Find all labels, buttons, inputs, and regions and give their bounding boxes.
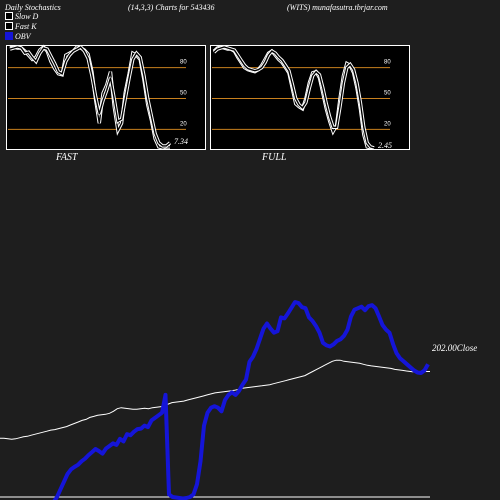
fast-last-value-label: 7.34 [174, 137, 188, 146]
legend-label-fast-k: Fast K [15, 22, 37, 31]
fast-tick-label-20: 20 [180, 121, 187, 127]
full-series-2-outline [212, 45, 375, 150]
full-tick-label-80: 80 [384, 60, 391, 66]
legend-swatch-obv [5, 32, 13, 40]
legend-item-fast-k: Fast K [5, 22, 37, 31]
legend-swatch-slow-d [5, 12, 13, 20]
chart-header-left: Daily Stochastics [5, 3, 61, 12]
legend-item-obv: OBV [5, 32, 31, 41]
fast-series-2-outline [9, 44, 172, 148]
legend-swatch-fast-k [5, 22, 13, 30]
full-tick-label-50: 50 [384, 91, 391, 97]
legend-item-slow-d: Slow D [5, 12, 38, 21]
full-series-2-line [213, 46, 375, 149]
close-last-value-label: 202.00Close [432, 343, 477, 353]
chart-header-right: (WITS) munafasutra.tbrjar.com [287, 3, 388, 12]
full-last-value-label: 2.45 [378, 141, 392, 150]
full-tick-label-20: 20 [384, 121, 391, 127]
chart-header-middle: (14,3,3) Charts for 543436 [128, 3, 215, 12]
legend-label-slow-d: Slow D [15, 12, 39, 21]
legend-label-obv: OBV [15, 32, 31, 41]
obv-line [52, 300, 430, 500]
fast-tick-label-50: 50 [180, 91, 187, 97]
close-price-line [0, 359, 430, 440]
full-panel-title: FULL [262, 152, 287, 163]
fast-stochastic-panel [6, 45, 206, 150]
fast-series-2-line [9, 46, 171, 147]
fast-panel-title: FAST [56, 152, 78, 163]
fast-tick-label-80: 80 [180, 60, 187, 66]
